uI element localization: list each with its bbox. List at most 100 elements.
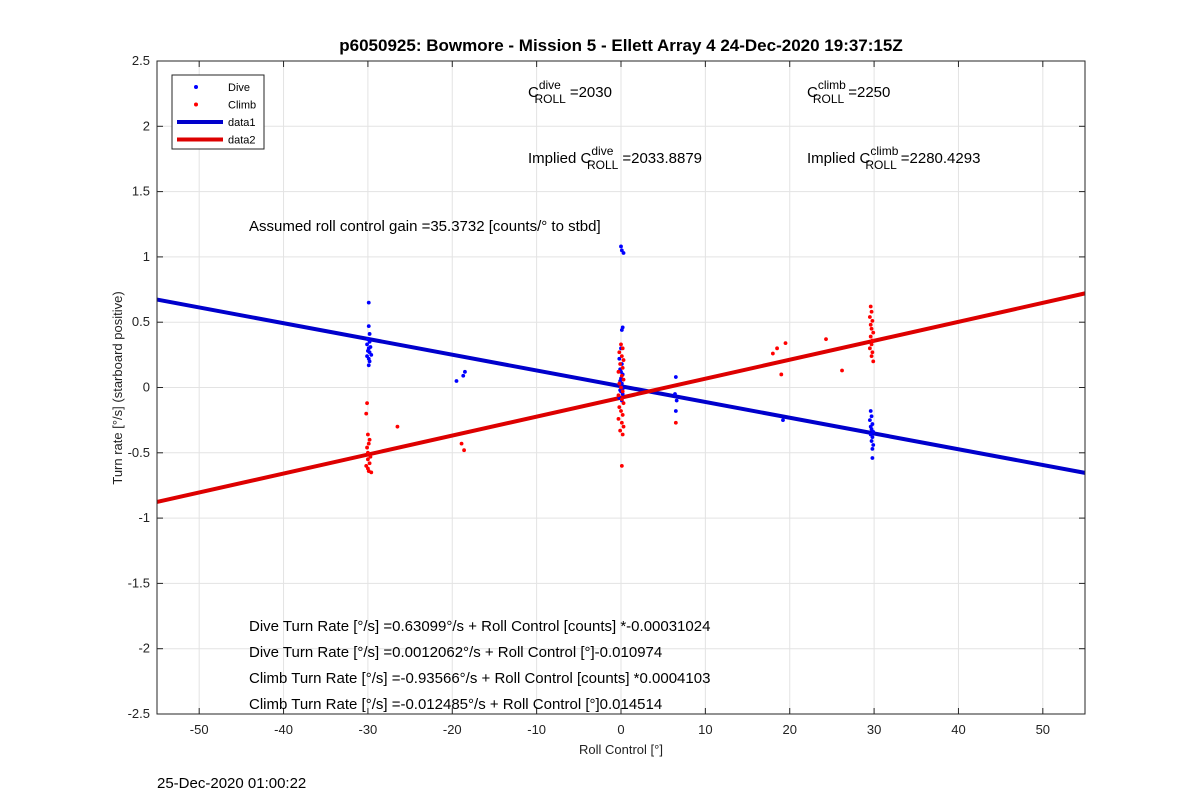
climb-point xyxy=(616,393,621,398)
climb-point xyxy=(620,413,625,417)
climb-point xyxy=(619,373,624,378)
dive-point xyxy=(365,342,369,347)
climb-point xyxy=(459,441,464,446)
y-axis-label: Turn rate [°/s] (starboard positive) xyxy=(110,291,125,484)
climb-point xyxy=(618,428,623,433)
climb-point xyxy=(619,342,623,347)
climb-point xyxy=(616,416,621,421)
x-tick-label: 0 xyxy=(617,722,624,737)
climb-point xyxy=(619,354,624,359)
climb-point xyxy=(364,411,369,416)
climb-point xyxy=(617,381,622,386)
dive-point xyxy=(367,359,372,364)
climb-point xyxy=(868,304,873,309)
legend-box xyxy=(171,74,265,150)
x-tick-label: 10 xyxy=(698,722,712,737)
dive-point xyxy=(870,435,875,440)
fit-text-climb-counts: Climb Turn Rate [°/s] =-0.93566°/s + Rol… xyxy=(249,670,710,687)
dive-point xyxy=(674,398,679,403)
dive-point xyxy=(869,439,874,443)
dive-point xyxy=(869,414,874,419)
dive-point xyxy=(871,443,876,447)
climb-point xyxy=(620,366,625,370)
climb-point xyxy=(867,315,872,319)
x-tick-label: 40 xyxy=(951,722,965,737)
annotation-c_climb: Cclimb ROLL =2250 xyxy=(807,78,890,106)
climb-point xyxy=(868,334,873,339)
x-tick-label: 30 xyxy=(867,722,881,737)
climb-point xyxy=(367,461,372,466)
y-tick-label: 0 xyxy=(143,380,150,395)
dive-point xyxy=(454,379,459,383)
x-tick-label: -50 xyxy=(190,722,209,737)
y-tick-label: -2 xyxy=(138,641,150,656)
x-tick-label: -10 xyxy=(527,722,546,737)
legend-label: data2 xyxy=(228,135,256,147)
legend: Dive Climb data1 data2 xyxy=(171,74,265,150)
climb-point xyxy=(621,358,626,362)
climb-point xyxy=(824,337,828,342)
climb-point xyxy=(368,454,373,459)
dive-point xyxy=(673,375,678,379)
climb-point xyxy=(871,330,876,335)
climb-point xyxy=(621,424,626,429)
y-tick-label: 1.5 xyxy=(132,184,150,199)
plot-series xyxy=(156,244,1086,504)
climb-point xyxy=(867,346,872,351)
dive-point xyxy=(367,332,372,336)
climb-point xyxy=(869,342,874,347)
climb-point xyxy=(366,457,370,462)
dive-point xyxy=(366,363,371,368)
x-axis-label: Roll Control [°] xyxy=(579,742,663,757)
dive-point xyxy=(617,356,622,361)
y-tick-label: -1 xyxy=(138,510,150,525)
y-tick-label: -1.5 xyxy=(128,575,150,590)
climb-point xyxy=(620,389,625,394)
annotation-implied_dive: Implied Cdive ROLL =2033.8879 xyxy=(528,144,702,172)
climb-point xyxy=(367,437,372,442)
climb-point xyxy=(673,420,678,425)
y-tick-label: 1 xyxy=(143,249,150,264)
dive-point xyxy=(367,339,372,344)
climb-point xyxy=(616,369,621,374)
dive-point xyxy=(870,446,875,451)
dive-point xyxy=(868,409,873,413)
climb-point xyxy=(869,326,874,331)
x-tick-label: 50 xyxy=(1036,722,1050,737)
climb-point xyxy=(618,362,623,366)
y-tick-label: -2.5 xyxy=(128,706,150,721)
climb-point xyxy=(870,338,875,343)
dive-point xyxy=(619,248,624,253)
climb-point xyxy=(619,397,624,402)
climb-point xyxy=(462,448,466,453)
climb-point xyxy=(621,377,626,382)
climb-point xyxy=(870,350,875,355)
chart-title: p6050925: Bowmore - Mission 5 - Ellett A… xyxy=(339,36,902,55)
climb-point xyxy=(366,441,371,446)
legend-label: Climb xyxy=(228,100,256,112)
climb-point xyxy=(779,372,784,377)
dive-point xyxy=(673,392,677,396)
x-tick-label: -40 xyxy=(274,722,293,737)
climb-point xyxy=(869,354,874,359)
climb-point xyxy=(870,318,875,323)
dive-point xyxy=(369,352,374,357)
climb-point xyxy=(366,450,370,455)
climb-point xyxy=(868,322,873,327)
legend-label: Dive xyxy=(228,82,250,94)
climb-point xyxy=(619,409,623,413)
dive-point xyxy=(871,430,876,434)
climb-point xyxy=(770,351,775,356)
legend-marker xyxy=(194,102,198,107)
dive-point xyxy=(781,418,785,423)
footer-timestamp: 25-Dec-2020 01:00:22 xyxy=(157,775,306,792)
climb-point xyxy=(617,405,622,409)
climb-point xyxy=(620,432,625,437)
annotation-implied_climb: Implied Cclimb ROLL =2280.4293 xyxy=(807,144,980,172)
gain-text: Assumed roll control gain =35.3732 [coun… xyxy=(249,218,601,235)
climb-point xyxy=(775,346,779,351)
y-tick-label: 0.5 xyxy=(132,314,150,329)
dive-point xyxy=(673,409,678,413)
fit-text-dive-counts: Dive Turn Rate [°/s] =0.63099°/s + Roll … xyxy=(249,618,710,635)
